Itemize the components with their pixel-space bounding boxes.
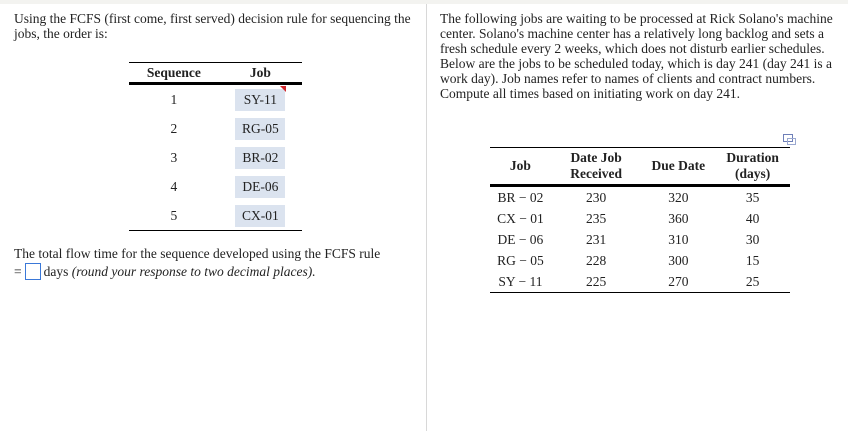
panel-divider <box>426 4 427 431</box>
duration: 40 <box>745 211 760 226</box>
job-name: CX − 01 <box>497 211 544 226</box>
job-cell: SY-11 <box>219 84 302 115</box>
date-received: 228 <box>586 253 607 268</box>
job-row: BR − 02 230 320 35 <box>490 186 790 209</box>
job-cell: DE-06 <box>219 172 302 201</box>
job-answer-field[interactable]: BR-02 <box>235 146 286 169</box>
job-name: RG − 05 <box>497 253 544 268</box>
flow-time-question: The total flow time for the sequence dev… <box>14 245 419 281</box>
incorrect-flag-icon <box>280 85 287 92</box>
question-text: The total flow time for the sequence dev… <box>14 246 381 261</box>
job-cell: RG-05 <box>219 114 302 143</box>
duration: 35 <box>745 190 760 205</box>
duration: 30 <box>745 232 760 247</box>
due-date: 360 <box>668 211 689 226</box>
job-name: SY − 11 <box>498 274 543 289</box>
header-date-received: Date Job Received <box>550 147 642 187</box>
sequence-row: 1 SY-11 <box>129 84 302 115</box>
duration: 15 <box>745 253 760 268</box>
sequence-number: 5 <box>170 207 178 223</box>
due-date: 320 <box>668 190 689 205</box>
jobs-table: Job Date Job Received Due Date Duration … <box>490 147 790 293</box>
job-row: RG − 05 228 300 15 <box>490 250 790 271</box>
job-row: DE − 06 231 310 30 <box>490 229 790 250</box>
sequence-number: 2 <box>170 120 178 136</box>
date-received: 231 <box>586 232 607 247</box>
due-date: 300 <box>668 253 689 268</box>
job-value: SY-11 <box>243 91 278 107</box>
question-intro: Using the FCFS (first come, first served… <box>14 11 411 41</box>
sequence-table: Sequence Job 1 SY-11 2 RG-05 3 BR-02 4 DE-06 5 CX… <box>129 62 302 231</box>
job-value: RG-05 <box>242 120 279 136</box>
due-date: 270 <box>668 274 689 289</box>
header-duration: Duration (days) <box>715 147 790 187</box>
sequence-row: 2 RG-05 <box>129 114 302 143</box>
job-row: SY − 11 225 270 25 <box>490 271 790 293</box>
job-answer-field[interactable]: DE-06 <box>235 175 286 198</box>
job-row: CX − 01 235 360 40 <box>490 208 790 229</box>
header-job: Job <box>218 62 302 85</box>
flow-time-answer-input[interactable] <box>24 263 41 280</box>
equals-sign: = <box>14 264 22 279</box>
header-sequence: Sequence <box>129 62 219 85</box>
date-received: 225 <box>586 274 607 289</box>
job-answer-field[interactable]: CX-01 <box>235 204 286 227</box>
job-answer-field[interactable]: SY-11 <box>235 85 287 111</box>
sequence-number: 4 <box>170 178 178 194</box>
sequence-row: 5 CX-01 <box>129 201 302 231</box>
sequence-row: 4 DE-06 <box>129 172 302 201</box>
date-received: 230 <box>586 190 607 205</box>
sequence-row: 3 BR-02 <box>129 143 302 172</box>
rounding-hint: (round your response to two decimal plac… <box>71 264 316 279</box>
due-date: 310 <box>668 232 689 247</box>
job-cell: CX-01 <box>219 201 302 231</box>
popout-window-icon[interactable] <box>783 134 796 145</box>
job-cell: BR-02 <box>219 143 302 172</box>
header-due-date: Due Date <box>641 147 716 187</box>
problem-description: The following jobs are waiting to be pro… <box>440 11 833 101</box>
job-name: DE − 06 <box>497 232 544 247</box>
job-name: BR − 02 <box>497 190 544 205</box>
sequence-number: 1 <box>170 91 178 107</box>
sequence-number: 3 <box>170 149 178 165</box>
date-received: 235 <box>586 211 607 226</box>
header-job: Job <box>490 147 551 187</box>
job-value: CX-01 <box>242 207 279 223</box>
job-value: BR-02 <box>242 149 279 165</box>
job-answer-field[interactable]: RG-05 <box>235 117 286 140</box>
unit-label: days <box>43 264 69 279</box>
job-value: DE-06 <box>242 178 279 194</box>
top-strip <box>0 0 848 4</box>
duration: 25 <box>745 274 760 289</box>
